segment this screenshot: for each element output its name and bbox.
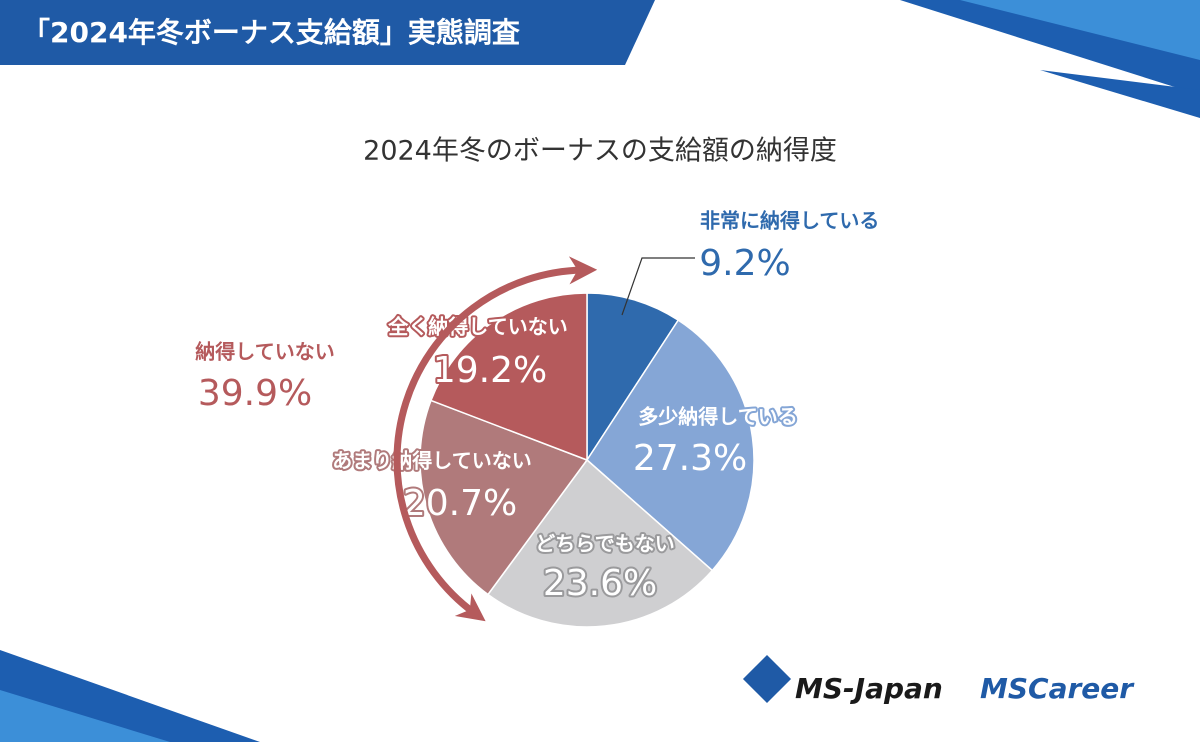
value-label: 20.7% [403, 483, 517, 524]
value-label: 27.3% [633, 438, 747, 479]
slice-label: 全く納得していない [387, 315, 567, 339]
pie: 非常に納得している 9.2% 多少納得している 27.3% どちらでもない 23.6% あま… [195, 209, 879, 628]
corner-stripe [0, 690, 170, 742]
value-label: 19.2% [433, 350, 547, 391]
logos: MS-Japan MSCareer [742, 654, 1135, 705]
group-value: 39.9% [198, 373, 312, 414]
header-band [0, 0, 655, 65]
corner-stripe [960, 0, 1200, 60]
group-label: 納得していない [195, 340, 334, 364]
slice-label: 非常に納得している [700, 209, 879, 233]
slice-label: あまり納得していない [332, 449, 531, 473]
logo-mark [742, 654, 792, 704]
corner-stripe [1040, 70, 1200, 118]
pie-slice [586, 319, 755, 572]
logo-text: MS-Japan [795, 672, 943, 705]
slice-label: どちらでもない [535, 532, 674, 556]
logo-text: MSCareer [980, 672, 1135, 705]
chart-title: 2024年冬のボーナスの支給額の納得度 [363, 136, 837, 167]
slice-label: 多少納得している [638, 405, 797, 429]
value-label: 9.2% [699, 243, 790, 284]
group-arrow [393, 256, 598, 622]
header-title: 「2024年冬ボーナス支給額」実態調査 [22, 16, 520, 49]
leader-line [621, 257, 695, 316]
value-label: 23.6% [543, 563, 657, 604]
